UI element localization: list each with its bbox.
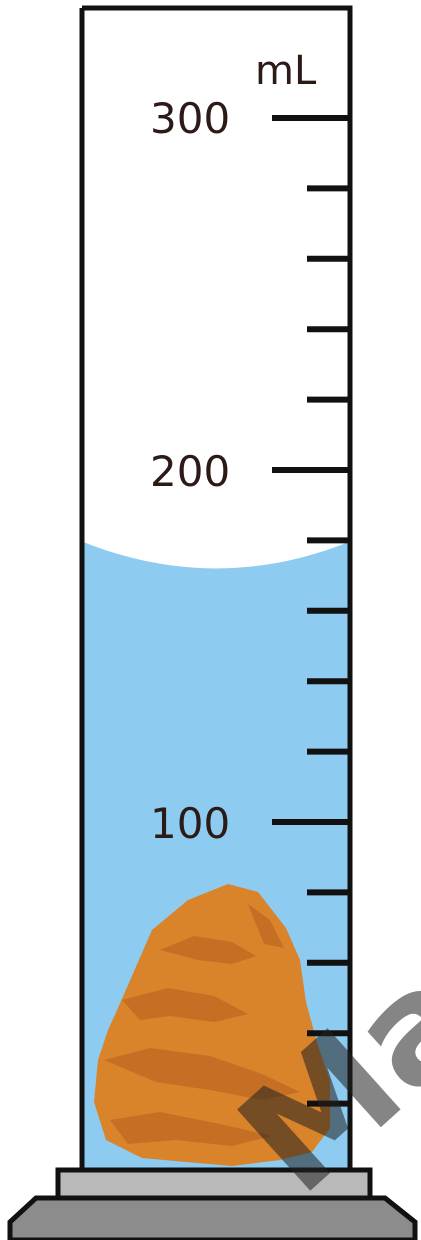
unit-label: mL <box>255 48 317 94</box>
cylinder-base <box>7 1167 418 1240</box>
base-foot <box>7 1195 418 1240</box>
cylinder-outline <box>79 5 353 1172</box>
rock-icon <box>94 884 330 1166</box>
scale-ticks <box>272 115 350 1107</box>
rock-shade-1 <box>160 936 256 964</box>
rock-shade-5 <box>248 904 284 948</box>
scale-label-200: 200 <box>150 447 230 496</box>
scale-label-300: 300 <box>150 94 230 143</box>
scale-label-100: 100 <box>150 799 230 848</box>
rock-shade-4 <box>110 1112 272 1146</box>
rock-shade-3 <box>104 1048 300 1100</box>
rock-shade-2 <box>122 988 248 1022</box>
